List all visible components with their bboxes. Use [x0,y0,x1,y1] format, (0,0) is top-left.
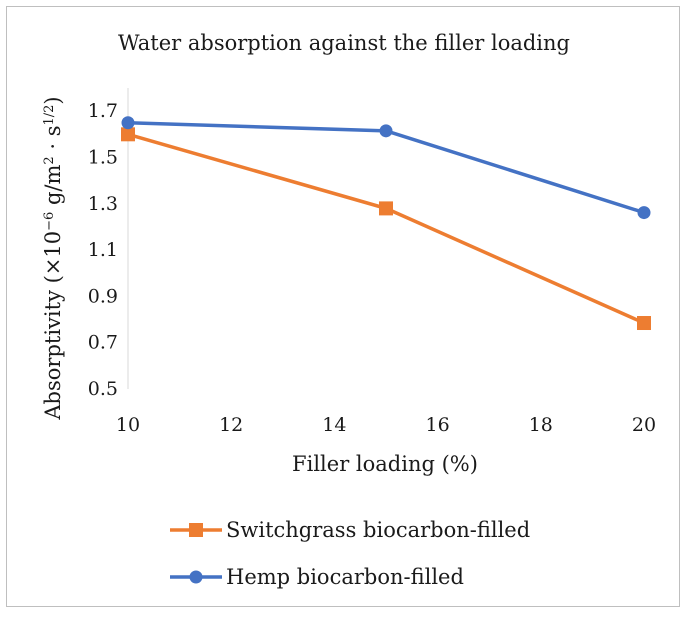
data-point [379,201,393,216]
x-tick-label: 12 [219,414,243,436]
x-tick-labels: 10 12 14 16 18 20 [116,414,656,436]
x-axis-title: Filler loading (%) [292,452,478,476]
legend-item: Hemp biocarbon-filled [170,565,464,589]
legend-label: Switchgrass biocarbon-filled [226,518,530,542]
series-switchgrass [121,127,651,331]
data-point [637,206,651,220]
chart-title: Water absorption against the filler load… [118,31,570,55]
x-tick-label: 18 [529,414,553,436]
y-axis-title: Absorptivity (×10−6 g/m2 · s1/2) [41,96,65,420]
y-tick-label: 1.5 [88,146,118,168]
legend-swatch-marker [189,570,203,584]
chart-frame [6,6,680,607]
series-layer [121,116,651,331]
y-tick-label: 1.7 [88,100,118,122]
y-tick-label: 1.1 [88,239,118,261]
y-tick-labels: 0.5 0.7 0.9 1.1 1.3 1.5 1.7 [88,100,118,400]
x-tick-label: 10 [116,414,140,436]
legend-label: Hemp biocarbon-filled [226,565,464,589]
legend-item: Switchgrass biocarbon-filled [170,518,530,542]
y-tick-label: 1.3 [88,193,118,215]
x-tick-label: 16 [426,414,450,436]
series-hemp [121,116,651,220]
data-point [379,124,393,138]
legend: Switchgrass biocarbon-filled Hemp biocarb… [170,518,530,589]
y-tick-label: 0.9 [88,285,118,307]
y-tick-label: 0.5 [88,378,118,400]
x-tick-label: 20 [632,414,656,436]
data-point [121,116,135,130]
legend-swatch-marker [189,523,203,537]
data-point [121,127,135,142]
y-tick-label: 0.7 [88,332,118,354]
x-tick-label: 14 [322,414,346,436]
data-point [637,316,651,331]
series-line [127,132,645,325]
